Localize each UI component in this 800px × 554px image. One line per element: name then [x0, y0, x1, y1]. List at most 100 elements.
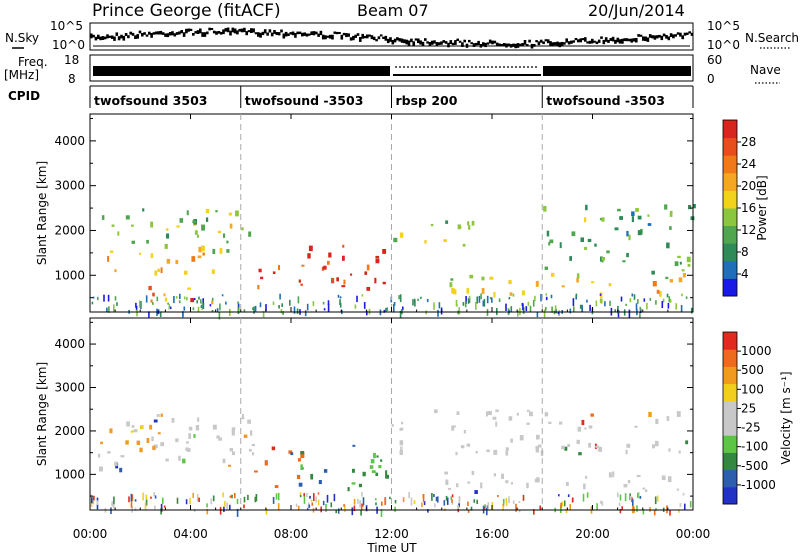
scatter-cell: [223, 233, 226, 238]
scatter-cell: [191, 256, 196, 262]
speckle-cell: [467, 501, 469, 506]
noise-dot: [421, 41, 425, 47]
noise-dot: [628, 38, 631, 42]
speckle-cell: [206, 503, 208, 508]
noise-dot: [154, 31, 158, 35]
speckle-cell: [685, 296, 688, 299]
scatter-cell: [216, 435, 220, 439]
noise-dot: [681, 35, 684, 40]
nave-tick-lo: 0: [707, 72, 715, 86]
scatter-cell: [164, 297, 168, 302]
nave-label: Nave: [750, 63, 781, 77]
noise-dot: [282, 33, 286, 39]
noise-dot: [134, 35, 137, 39]
scatter-cell: [375, 258, 380, 264]
noise-dot: [120, 34, 123, 39]
scatter-cell: [166, 258, 171, 264]
speckle-cell: [643, 298, 646, 302]
colorbar-tick-label: 4: [741, 267, 749, 281]
noise-dot: [646, 37, 650, 42]
scatter-cell: [399, 440, 404, 446]
speckle-cell: [237, 301, 239, 305]
speckle-cell: [96, 503, 99, 510]
speckle-cell: [476, 296, 478, 304]
noise-dot: [115, 32, 119, 36]
speckle-cell: [381, 501, 383, 506]
noise-dot: [222, 29, 225, 35]
speckle-cell: [426, 299, 429, 303]
speckle-cell: [265, 508, 268, 515]
scatter-cell: [576, 273, 580, 279]
scatter-cell: [526, 409, 530, 412]
speckle-cell: [243, 309, 246, 313]
noise-dot: [417, 38, 420, 44]
scatter-cell: [588, 442, 592, 448]
noise-dot: [672, 34, 675, 39]
scatter-cell: [549, 239, 554, 244]
scatter-cell: [196, 234, 199, 238]
scatter-cell: [469, 274, 474, 279]
noise-dot: [644, 36, 647, 42]
speckle-cell: [421, 502, 423, 508]
scatter-cell: [434, 409, 438, 414]
scatter-cell: [142, 208, 145, 212]
scatter-cell: [152, 292, 155, 297]
speckle-cell: [617, 310, 620, 318]
noise-dot: [379, 34, 383, 37]
speckle-cell: [163, 505, 166, 508]
scatter-cell: [481, 288, 485, 294]
scatter-cell: [393, 237, 398, 243]
noise-dot: [106, 34, 109, 39]
noise-dot: [604, 37, 608, 42]
speckle-cell: [505, 501, 508, 506]
scatter-cell: [591, 281, 595, 284]
noise-dot: [366, 34, 369, 39]
speckle-cell: [625, 303, 627, 306]
noise-dot: [577, 39, 580, 43]
speckle-cell: [363, 302, 366, 309]
noise-dot: [488, 39, 492, 44]
scatter-cell: [226, 240, 229, 244]
scatter-cell: [508, 416, 513, 421]
scatter-cell: [231, 427, 236, 430]
scatter-cell: [466, 443, 471, 447]
noise-dot: [526, 44, 529, 47]
speckle-cell: [265, 304, 267, 311]
noise-dot: [546, 39, 550, 44]
colorbar-label: Power [dB]: [755, 175, 769, 240]
scatter-cell: [254, 470, 258, 473]
speckle-cell: [277, 492, 280, 501]
noise-dot: [616, 37, 620, 43]
speckle-cell: [277, 503, 280, 511]
colorbar-swatch: [723, 435, 737, 453]
scatter-cell: [205, 208, 210, 214]
scatter-cell: [601, 217, 605, 222]
speckle-cell: [360, 509, 362, 516]
y-tick-label: 2000: [54, 223, 85, 237]
speckle-cell: [502, 498, 505, 505]
scatter-cell: [627, 480, 631, 484]
noise-dot: [226, 27, 230, 33]
speckle-cell: [343, 504, 345, 507]
speckle-cell: [361, 492, 363, 497]
speckle-cell: [467, 509, 470, 513]
y-tick-label: 1000: [54, 467, 85, 481]
time-tick-label: 04:00: [173, 527, 208, 541]
scatter-cell: [669, 212, 673, 217]
noise-dot: [268, 29, 272, 33]
scatter-cell: [296, 474, 301, 479]
scatter-cell: [584, 246, 588, 250]
time-tick-label: 08:00: [274, 527, 309, 541]
scatter-cell: [163, 293, 166, 297]
cpid-label: CPID: [8, 89, 40, 103]
noise-dot: [400, 38, 404, 43]
speckle-cell: [337, 294, 340, 298]
noise-dot: [625, 38, 629, 42]
colorbar-tick-label: 500: [741, 363, 764, 377]
speckle-cell: [196, 494, 199, 502]
scatter-cell: [364, 271, 368, 275]
noise-dot: [129, 31, 132, 35]
noise-dot: [482, 42, 485, 47]
speckle-cell: [278, 305, 280, 309]
colorbar-tick-label: 100: [741, 382, 764, 396]
